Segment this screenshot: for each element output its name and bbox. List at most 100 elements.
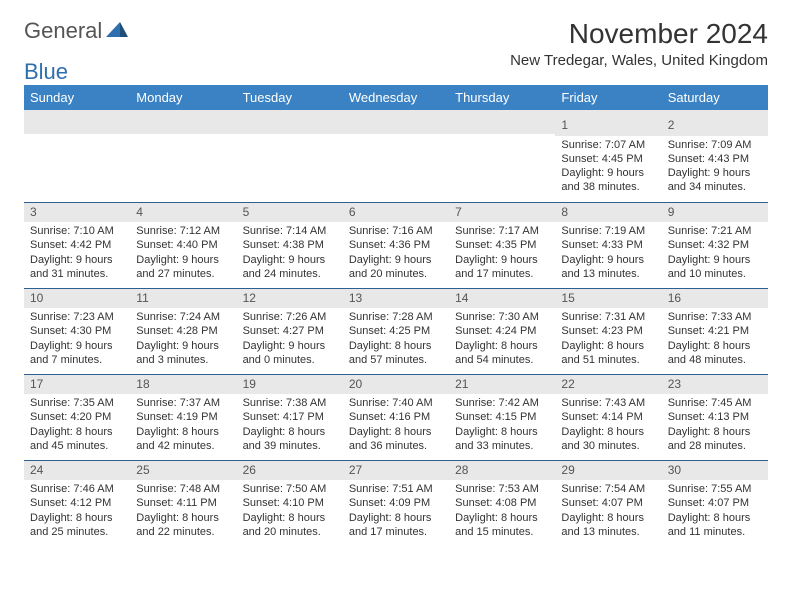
- day-line: Sunset: 4:12 PM: [30, 496, 124, 510]
- day-number: 16: [662, 289, 768, 309]
- day-number: 3: [24, 203, 130, 223]
- day-cell: 13Sunrise: 7:28 AMSunset: 4:25 PMDayligh…: [343, 288, 449, 374]
- day-number: 27: [343, 461, 449, 481]
- day-line: Daylight: 8 hours: [243, 511, 337, 525]
- day-line: Sunset: 4:32 PM: [668, 238, 762, 252]
- day-line: Sunrise: 7:14 AM: [243, 224, 337, 238]
- day-line: Sunset: 4:43 PM: [668, 152, 762, 166]
- month-title: November 2024: [510, 18, 768, 50]
- day-number: [343, 116, 449, 134]
- day-cell: 25Sunrise: 7:48 AMSunset: 4:11 PMDayligh…: [130, 460, 236, 546]
- week-row: 1Sunrise: 7:07 AMSunset: 4:45 PMDaylight…: [24, 116, 768, 202]
- day-line: Sunrise: 7:48 AM: [136, 482, 230, 496]
- day-line: Sunset: 4:20 PM: [30, 410, 124, 424]
- day-number: 20: [343, 375, 449, 395]
- day-line: Sunset: 4:28 PM: [136, 324, 230, 338]
- day-number: 17: [24, 375, 130, 395]
- day-line: and 27 minutes.: [136, 267, 230, 281]
- day-line: Daylight: 8 hours: [455, 339, 549, 353]
- day-number: 19: [237, 375, 343, 395]
- day-cell: 27Sunrise: 7:51 AMSunset: 4:09 PMDayligh…: [343, 460, 449, 546]
- day-cell: 21Sunrise: 7:42 AMSunset: 4:15 PMDayligh…: [449, 374, 555, 460]
- day-cell: [130, 116, 236, 202]
- day-line: and 33 minutes.: [455, 439, 549, 453]
- day-line: Sunset: 4:10 PM: [243, 496, 337, 510]
- day-body: [24, 134, 130, 140]
- day-number: 18: [130, 375, 236, 395]
- day-line: and 51 minutes.: [561, 353, 655, 367]
- day-line: Sunset: 4:16 PM: [349, 410, 443, 424]
- day-body: Sunrise: 7:42 AMSunset: 4:15 PMDaylight:…: [449, 394, 555, 457]
- week-row: 24Sunrise: 7:46 AMSunset: 4:12 PMDayligh…: [24, 460, 768, 546]
- day-line: Daylight: 8 hours: [455, 425, 549, 439]
- day-cell: 2Sunrise: 7:09 AMSunset: 4:43 PMDaylight…: [662, 116, 768, 202]
- location: New Tredegar, Wales, United Kingdom: [510, 52, 768, 69]
- day-number: 4: [130, 203, 236, 223]
- day-cell: 20Sunrise: 7:40 AMSunset: 4:16 PMDayligh…: [343, 374, 449, 460]
- day-line: and 13 minutes.: [561, 267, 655, 281]
- day-line: Sunrise: 7:21 AM: [668, 224, 762, 238]
- day-number: 23: [662, 375, 768, 395]
- day-line: Daylight: 8 hours: [455, 511, 549, 525]
- day-cell: 15Sunrise: 7:31 AMSunset: 4:23 PMDayligh…: [555, 288, 661, 374]
- day-body: [343, 134, 449, 140]
- day-number: 13: [343, 289, 449, 309]
- day-cell: 28Sunrise: 7:53 AMSunset: 4:08 PMDayligh…: [449, 460, 555, 546]
- col-saturday: Saturday: [662, 85, 768, 110]
- day-body: Sunrise: 7:51 AMSunset: 4:09 PMDaylight:…: [343, 480, 449, 543]
- day-line: Daylight: 9 hours: [561, 253, 655, 267]
- day-line: Sunrise: 7:07 AM: [561, 138, 655, 152]
- day-line: Sunset: 4:35 PM: [455, 238, 549, 252]
- day-number: 6: [343, 203, 449, 223]
- day-line: Sunset: 4:09 PM: [349, 496, 443, 510]
- day-header-row: Sunday Monday Tuesday Wednesday Thursday…: [24, 85, 768, 110]
- day-body: Sunrise: 7:33 AMSunset: 4:21 PMDaylight:…: [662, 308, 768, 371]
- day-number: 10: [24, 289, 130, 309]
- day-line: and 20 minutes.: [243, 525, 337, 539]
- day-line: Sunrise: 7:23 AM: [30, 310, 124, 324]
- logo-text-1: General: [24, 18, 102, 44]
- day-body: Sunrise: 7:30 AMSunset: 4:24 PMDaylight:…: [449, 308, 555, 371]
- day-line: Sunrise: 7:10 AM: [30, 224, 124, 238]
- day-line: Sunrise: 7:54 AM: [561, 482, 655, 496]
- day-body: Sunrise: 7:37 AMSunset: 4:19 PMDaylight:…: [130, 394, 236, 457]
- day-number: 8: [555, 203, 661, 223]
- day-line: Sunset: 4:38 PM: [243, 238, 337, 252]
- day-body: Sunrise: 7:10 AMSunset: 4:42 PMDaylight:…: [24, 222, 130, 285]
- day-number: 11: [130, 289, 236, 309]
- day-line: Daylight: 8 hours: [668, 511, 762, 525]
- day-line: Daylight: 8 hours: [561, 511, 655, 525]
- col-friday: Friday: [555, 85, 661, 110]
- day-line: Sunrise: 7:37 AM: [136, 396, 230, 410]
- day-line: Sunset: 4:40 PM: [136, 238, 230, 252]
- day-line: and 17 minutes.: [455, 267, 549, 281]
- day-number: 14: [449, 289, 555, 309]
- day-line: Sunset: 4:13 PM: [668, 410, 762, 424]
- day-line: and 11 minutes.: [668, 525, 762, 539]
- day-line: and 48 minutes.: [668, 353, 762, 367]
- day-cell: 10Sunrise: 7:23 AMSunset: 4:30 PMDayligh…: [24, 288, 130, 374]
- day-line: Sunset: 4:14 PM: [561, 410, 655, 424]
- day-body: Sunrise: 7:43 AMSunset: 4:14 PMDaylight:…: [555, 394, 661, 457]
- day-cell: [449, 116, 555, 202]
- day-cell: 24Sunrise: 7:46 AMSunset: 4:12 PMDayligh…: [24, 460, 130, 546]
- title-block: November 2024 New Tredegar, Wales, Unite…: [510, 18, 768, 69]
- day-cell: 14Sunrise: 7:30 AMSunset: 4:24 PMDayligh…: [449, 288, 555, 374]
- day-line: Daylight: 8 hours: [668, 425, 762, 439]
- day-line: Sunset: 4:42 PM: [30, 238, 124, 252]
- day-line: and 30 minutes.: [561, 439, 655, 453]
- day-number: 5: [237, 203, 343, 223]
- day-number: [237, 116, 343, 134]
- day-body: Sunrise: 7:50 AMSunset: 4:10 PMDaylight:…: [237, 480, 343, 543]
- day-line: and 13 minutes.: [561, 525, 655, 539]
- col-thursday: Thursday: [449, 85, 555, 110]
- day-body: Sunrise: 7:09 AMSunset: 4:43 PMDaylight:…: [662, 136, 768, 199]
- day-line: and 24 minutes.: [243, 267, 337, 281]
- day-body: [130, 134, 236, 140]
- day-line: Daylight: 9 hours: [455, 253, 549, 267]
- col-wednesday: Wednesday: [343, 85, 449, 110]
- day-number: 21: [449, 375, 555, 395]
- day-line: Sunset: 4:30 PM: [30, 324, 124, 338]
- day-body: Sunrise: 7:26 AMSunset: 4:27 PMDaylight:…: [237, 308, 343, 371]
- day-body: Sunrise: 7:16 AMSunset: 4:36 PMDaylight:…: [343, 222, 449, 285]
